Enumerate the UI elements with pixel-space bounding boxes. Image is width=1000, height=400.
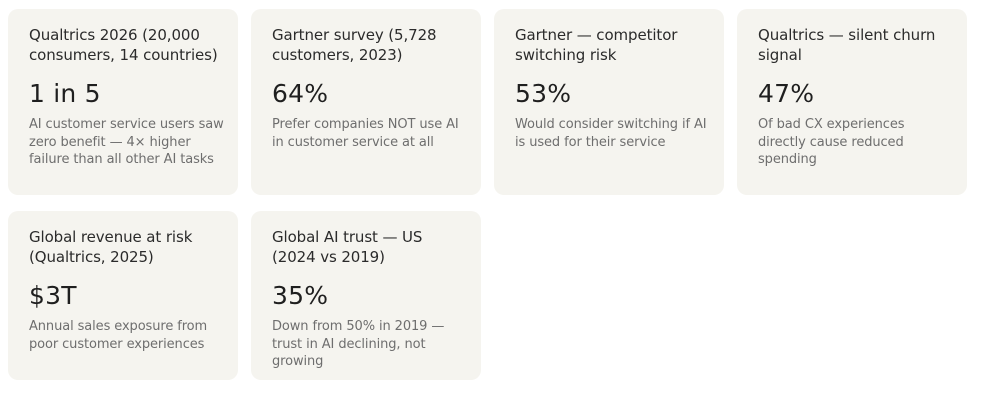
stat-card-revenue-at-risk: Global revenue at risk (Qualtrics, 2025)… <box>8 211 238 380</box>
stat-card-description: AI customer service users saw zero benef… <box>29 117 224 167</box>
stat-card-description: Down from 50% in 2019 — trust in AI decl… <box>272 319 445 369</box>
stat-card-description: Of bad CX experiences directly cause red… <box>758 117 905 167</box>
stat-card-description: Annual sales exposure from poor customer… <box>29 319 208 352</box>
stat-card-switching-risk: Gartner — competitor switching risk 53% … <box>494 9 724 195</box>
stat-card-title: Gartner survey (5,728 customers, 2023) <box>272 26 437 64</box>
stat-card-value: 1 in 5 <box>29 79 101 108</box>
stat-card-silent-churn: Qualtrics — silent churn signal 47% Of b… <box>737 9 967 195</box>
stat-card-title: Qualtrics 2026 (20,000 consumers, 14 cou… <box>29 26 218 64</box>
stat-card-value: 53% <box>515 79 572 108</box>
stat-card-title: Global AI trust — US (2024 vs 2019) <box>272 228 423 266</box>
stat-card-value: 64% <box>272 79 329 108</box>
stat-card-description: Would consider switching if AI is used f… <box>515 117 707 150</box>
stat-card-ai-benefit: Qualtrics 2026 (20,000 consumers, 14 cou… <box>8 9 238 195</box>
stat-card-ai-trust: Global AI trust — US (2024 vs 2019) 35% … <box>251 211 481 380</box>
stat-card-title: Global revenue at risk (Qualtrics, 2025) <box>29 228 193 266</box>
stat-card-value: $3T <box>29 281 77 310</box>
stat-card-title: Qualtrics — silent churn signal <box>758 26 936 64</box>
stat-card-title: Gartner — competitor switching risk <box>515 26 678 64</box>
stat-card-value: 47% <box>758 79 815 108</box>
stat-card-value: 35% <box>272 281 329 310</box>
stat-card-prefer-no-ai: Gartner survey (5,728 customers, 2023) 6… <box>251 9 481 195</box>
stat-card-description: Prefer companies NOT use AI in customer … <box>272 117 459 150</box>
